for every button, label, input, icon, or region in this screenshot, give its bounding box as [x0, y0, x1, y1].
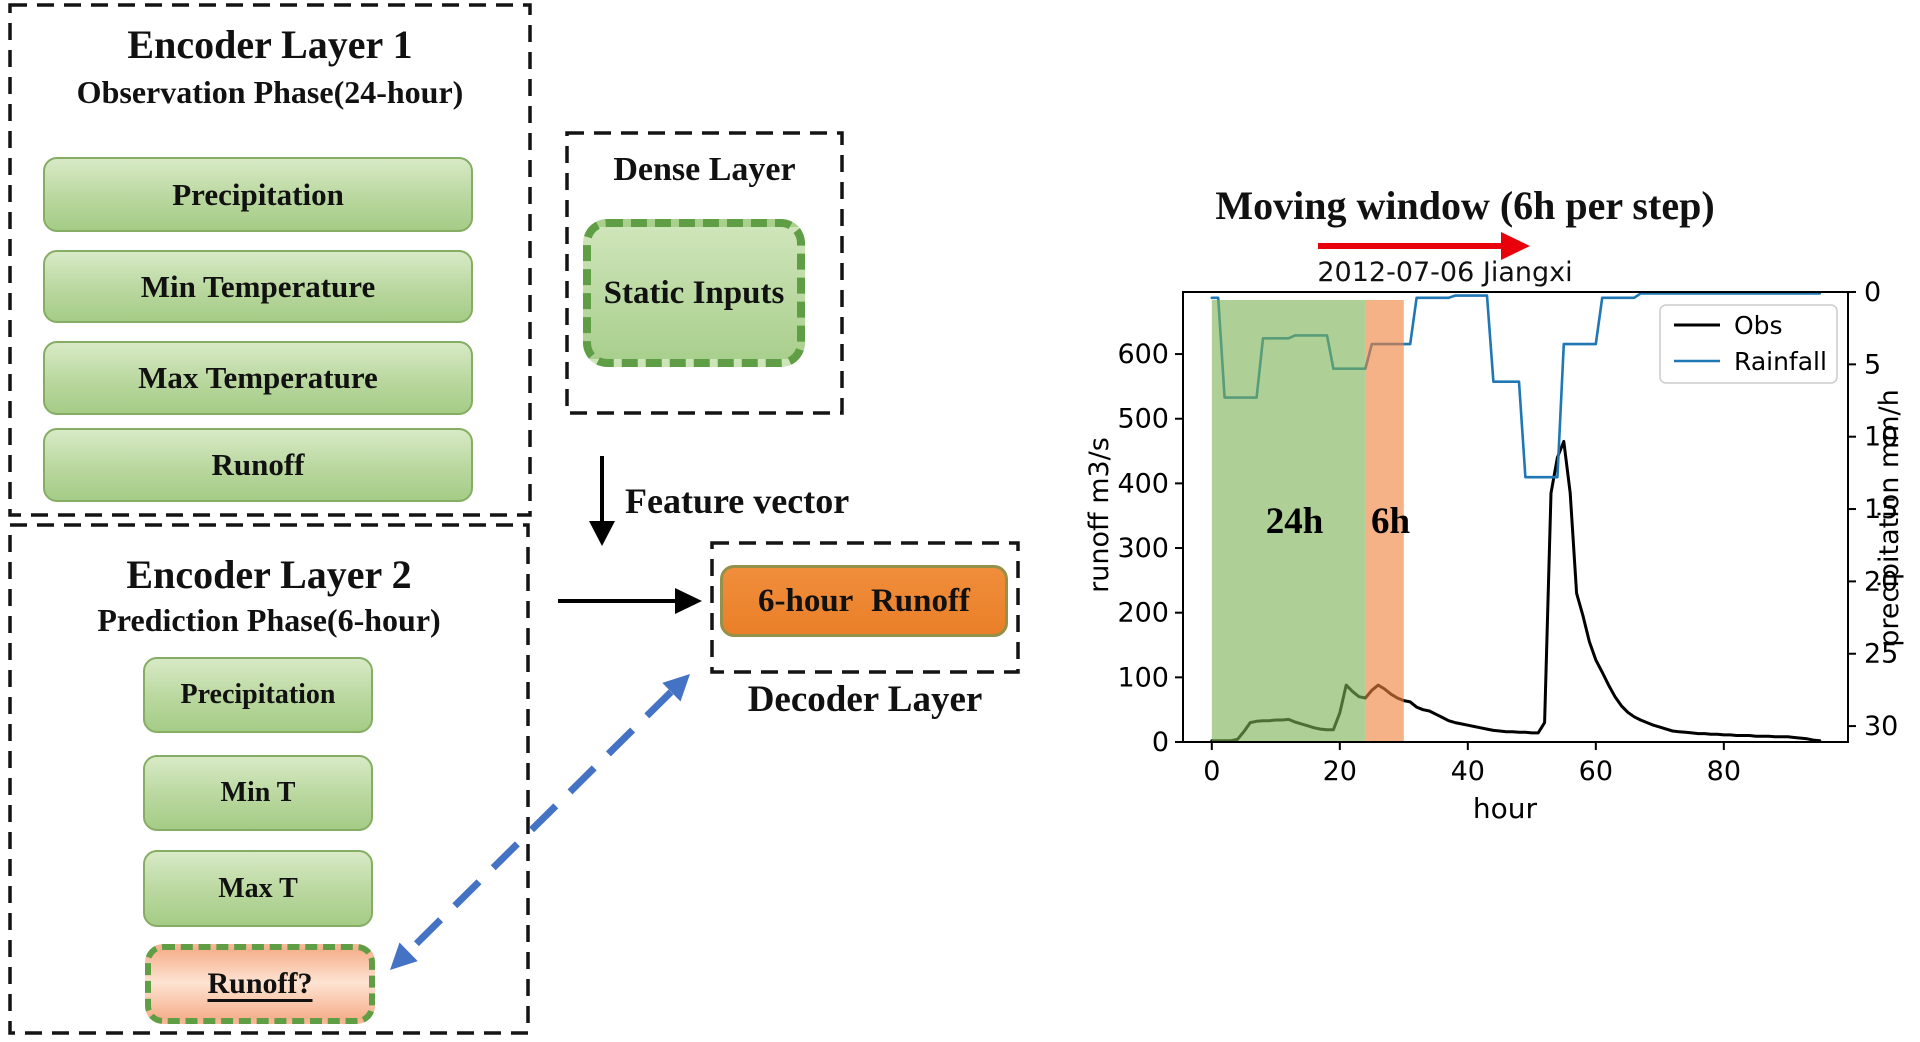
encoder2-input-max-t: Max T	[143, 850, 373, 927]
runoff-feedback-arrowhead-top	[662, 674, 690, 702]
y-right-tick-label: 20	[1864, 566, 1898, 597]
feature-vector-arrowhead	[589, 521, 615, 546]
feature-vector-label: Feature vector	[625, 481, 850, 521]
x-tick-label: 80	[1707, 756, 1741, 787]
y-right-axis-label: precipitation mm/h	[1874, 389, 1905, 647]
legend-label-rainfall: Rainfall	[1734, 347, 1827, 376]
decoder-output-box: 6-hour Runoff	[720, 565, 1008, 637]
encoder1-input-min-temperature: Min Temperature	[43, 250, 473, 323]
x-tick-label: 20	[1323, 756, 1357, 787]
y-left-tick-label: 500	[1117, 404, 1169, 435]
y-right-tick-label: 25	[1864, 639, 1898, 670]
window-label-24h: 24h	[1266, 501, 1324, 542]
y-right-tick-label: 15	[1864, 494, 1898, 525]
legend-label-obs: Obs	[1734, 311, 1783, 340]
observation-window-region	[1211, 300, 1366, 742]
encoder1-title: Encoder Layer 1	[127, 21, 413, 67]
encoder2-input-precipitation: Precipitation	[143, 657, 373, 733]
y-right-tick-label: 0	[1864, 277, 1881, 308]
y-right-tick-label: 5	[1864, 349, 1881, 380]
dense-layer-title: Dense Layer	[613, 151, 796, 188]
y-left-tick-label: 0	[1152, 727, 1169, 758]
x-axis-label: hour	[1473, 792, 1538, 825]
prediction-window-region	[1365, 300, 1404, 742]
encoder2-subtitle: Prediction Phase(6-hour)	[97, 601, 441, 638]
encoder1-input-precipitation: Precipitation	[43, 157, 473, 232]
y-left-axis-label: runoff m3/s	[1084, 437, 1115, 593]
y-left-tick-label: 600	[1117, 339, 1169, 370]
encoder2-feedback-runoff-box: Runoff?	[145, 944, 375, 1024]
runoff-feedback-arrow	[406, 689, 674, 954]
runoff-rainfall-chart: 24h 6h 0 20 40 60 80 0 100 200 300 400 500 600 0 5 10 15 2…	[1084, 232, 1905, 825]
y-left-tick-label: 100	[1117, 662, 1169, 693]
decoder-layer-title: Decoder Layer	[747, 678, 983, 720]
plot-border	[1182, 291, 1849, 743]
encoder-to-decoder-arrowhead	[675, 588, 702, 614]
encoder1-subtitle: Observation Phase(24-hour)	[76, 73, 464, 110]
encoder1-input-runoff: Runoff	[43, 428, 473, 502]
y-left-tick-label: 400	[1117, 468, 1169, 499]
x-tick-label: 40	[1451, 756, 1485, 787]
window-label-6h: 6h	[1371, 501, 1411, 542]
encoder2-feedback-runoff-label: Runoff?	[207, 967, 313, 1000]
moving-window-arrowhead	[1501, 232, 1530, 260]
encoder2-input-min-t: Min T	[143, 755, 373, 831]
y-left-tick-label: 300	[1117, 533, 1169, 564]
y-left-tick-label: 200	[1117, 598, 1169, 629]
runoff-feedback-arrowhead-bottom	[390, 942, 418, 970]
encoder1-input-max-temperature: Max Temperature	[43, 341, 473, 415]
static-inputs-box: Static Inputs	[583, 219, 805, 367]
moving-window-title: Moving window (6h per step)	[1215, 182, 1715, 228]
chart-title: 2012-07-06 Jiangxi	[1317, 256, 1573, 288]
y-right-tick-label: 30	[1864, 711, 1898, 742]
x-tick-label: 60	[1579, 756, 1613, 787]
x-tick-label: 0	[1203, 756, 1220, 787]
encoder2-title: Encoder Layer 2	[126, 551, 412, 597]
y-right-tick-label: 10	[1864, 422, 1898, 453]
